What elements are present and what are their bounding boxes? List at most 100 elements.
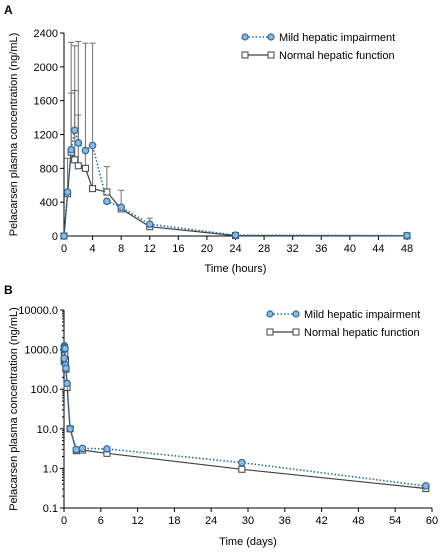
y-axis-title: Pelacarsen plasma concentration (ng/mL)	[8, 33, 20, 237]
y-tick-label: 2400	[34, 28, 58, 40]
y-tick-label: 2000	[34, 62, 58, 74]
x-tick-label: 30	[242, 515, 254, 527]
data-point	[103, 445, 111, 453]
x-tick-label: 28	[258, 243, 270, 255]
series-line	[63, 130, 408, 237]
x-tick-label: 16	[172, 243, 184, 255]
x-ticks: 0 4 8 12 16 20 24 28 32 36 40 44 48	[61, 236, 413, 255]
x-tick-label: 44	[372, 243, 384, 255]
legend-entry: Mild hepatic impairment	[241, 32, 395, 44]
data-point	[403, 231, 411, 240]
panel-letter: B	[4, 283, 13, 297]
y-tick-label: 800	[40, 163, 58, 175]
data-point	[63, 379, 71, 388]
series-mild-hepatic-impairment	[60, 341, 430, 490]
data-point	[89, 185, 97, 193]
data-point	[63, 188, 72, 196]
y-tick-label: 0	[52, 231, 58, 243]
x-tick-label: 24	[229, 243, 241, 255]
x-axis-title: Time (days)	[219, 536, 277, 548]
series-line	[63, 345, 427, 487]
data-point	[62, 364, 70, 372]
data-point	[60, 232, 68, 240]
x-tick-label: 48	[352, 515, 364, 527]
x-tick-label: 54	[389, 515, 401, 527]
x-tick-label: 60	[426, 515, 438, 527]
data-point	[88, 141, 97, 150]
legend-label: Normal hepatic function	[304, 327, 420, 339]
legend-label: Mild hepatic impairment	[279, 32, 395, 44]
y-tick-label: 100.0	[30, 384, 58, 396]
x-tick-label: 20	[201, 243, 213, 255]
data-point	[61, 344, 69, 353]
y-tick-label: 1600	[34, 96, 58, 108]
legend-label: Normal hepatic function	[279, 50, 395, 62]
legend-entry: Normal hepatic function	[241, 50, 395, 62]
y-tick-label: 10000.0	[18, 305, 58, 317]
data-point	[81, 164, 89, 172]
legend-marker	[241, 33, 249, 41]
x-tick-label: 0	[61, 515, 67, 527]
x-ticks: 0 6 12 18 24 30 36 42 48 54 60	[61, 508, 438, 527]
data-point	[117, 203, 125, 212]
legend-label: Mild hepatic impairment	[304, 309, 420, 321]
data-point	[78, 444, 87, 453]
chart-panel-a: A0 4 8 12 16 20 24 28 32 36 40 44 480400800120016002…	[4, 3, 413, 275]
data-point	[238, 458, 246, 467]
legend-marker	[267, 33, 275, 41]
data-point	[74, 162, 82, 170]
legend-entry: Normal hepatic function	[266, 327, 420, 339]
x-tick-label: 6	[98, 515, 104, 527]
legend: Mild hepatic impairment Normal hepatic fu…	[241, 32, 395, 62]
legend: Mild hepatic impairment Normal hepatic fu…	[266, 309, 420, 339]
legend-marker	[241, 51, 249, 59]
y-tick-label: 1000.0	[24, 345, 58, 357]
data-point	[81, 146, 90, 155]
chart-panel-b: B 0 6 12 18 24 30 36 42 48 54 60 0.1 1.0 10.0 100.0 1000…	[4, 283, 438, 548]
data-point	[72, 445, 81, 454]
x-tick-label: 36	[315, 243, 327, 255]
x-tick-label: 12	[144, 243, 156, 255]
series-line	[63, 150, 408, 237]
y-tick-label: 0.1	[43, 503, 58, 515]
y-tick-label: 1200	[34, 130, 58, 142]
y-axis-title: Pelacarsen plasma concentration (ng/mL)	[8, 307, 20, 511]
x-tick-label: 12	[131, 515, 143, 527]
x-tick-label: 8	[118, 243, 124, 255]
data-point	[231, 231, 240, 239]
y-tick-label: 10.0	[37, 424, 58, 436]
x-tick-label: 4	[90, 243, 96, 255]
x-tick-label: 32	[287, 243, 299, 255]
y-tick-label: 1.0	[43, 463, 58, 475]
series-normal-hepatic-function	[60, 346, 430, 493]
data-point	[422, 482, 430, 490]
x-tick-label: 24	[205, 515, 217, 527]
series-normal-hepatic-function	[60, 42, 411, 240]
x-tick-label: 18	[168, 515, 180, 527]
data-point	[67, 145, 75, 154]
legend-marker	[267, 51, 275, 59]
y-ticks: 0 400 800 1200 1600 2000 2400	[34, 28, 64, 243]
data-point	[70, 126, 79, 135]
x-axis-title: Time (hours)	[205, 263, 267, 275]
data-point	[74, 139, 83, 147]
x-tick-label: 42	[315, 515, 327, 527]
panel-letter: A	[4, 3, 13, 17]
data-point	[238, 465, 246, 473]
data-point	[66, 424, 74, 433]
series-mild-hepatic-impairment	[60, 40, 411, 240]
data-point	[71, 156, 79, 164]
data-point	[60, 354, 68, 363]
data-point	[145, 220, 154, 228]
legend-marker	[266, 328, 274, 336]
x-tick-label: 48	[401, 243, 413, 255]
data-point	[103, 197, 111, 206]
legend-marker	[292, 310, 300, 318]
legend-entry: Mild hepatic impairment	[266, 309, 420, 321]
x-tick-label: 40	[344, 243, 356, 255]
legend-marker	[292, 328, 300, 336]
x-tick-label: 36	[279, 515, 291, 527]
legend-marker	[266, 310, 274, 318]
x-tick-label: 0	[61, 243, 67, 255]
